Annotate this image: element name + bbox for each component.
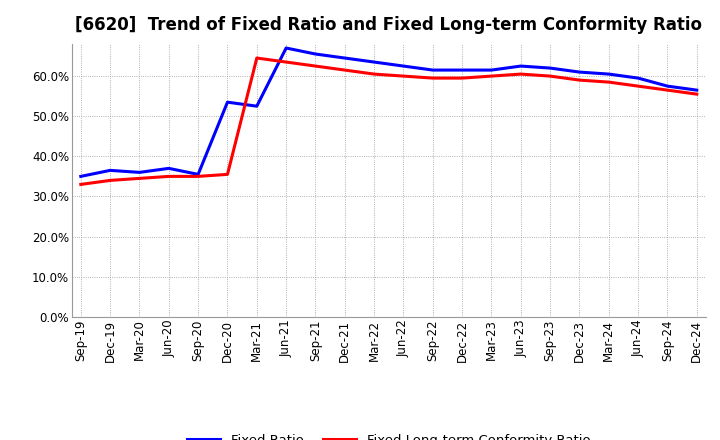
Fixed Ratio [370, 59, 379, 65]
Fixed Ratio [663, 84, 672, 89]
Fixed Ratio [282, 45, 290, 51]
Fixed Ratio [76, 174, 85, 179]
Fixed Ratio [458, 67, 467, 73]
Fixed Long-term Conformity Ratio [194, 174, 202, 179]
Fixed Long-term Conformity Ratio [663, 88, 672, 93]
Fixed Long-term Conformity Ratio [341, 67, 349, 73]
Fixed Ratio [605, 71, 613, 77]
Fixed Ratio [253, 103, 261, 109]
Fixed Ratio [546, 66, 554, 71]
Fixed Long-term Conformity Ratio [311, 63, 320, 69]
Fixed Long-term Conformity Ratio [282, 59, 290, 65]
Fixed Ratio [634, 76, 642, 81]
Fixed Long-term Conformity Ratio [693, 92, 701, 97]
Fixed Ratio [106, 168, 114, 173]
Fixed Ratio [341, 55, 349, 61]
Fixed Long-term Conformity Ratio [516, 71, 525, 77]
Fixed Ratio [194, 172, 202, 177]
Line: Fixed Long-term Conformity Ratio: Fixed Long-term Conformity Ratio [81, 58, 697, 184]
Fixed Long-term Conformity Ratio [605, 80, 613, 85]
Fixed Ratio [223, 99, 232, 105]
Fixed Long-term Conformity Ratio [428, 76, 437, 81]
Fixed Ratio [399, 63, 408, 69]
Fixed Long-term Conformity Ratio [106, 178, 114, 183]
Fixed Ratio [428, 67, 437, 73]
Line: Fixed Ratio: Fixed Ratio [81, 48, 697, 176]
Fixed Long-term Conformity Ratio [546, 73, 554, 79]
Fixed Long-term Conformity Ratio [164, 174, 173, 179]
Fixed Long-term Conformity Ratio [76, 182, 85, 187]
Fixed Ratio [487, 67, 496, 73]
Fixed Long-term Conformity Ratio [575, 77, 584, 83]
Fixed Long-term Conformity Ratio [253, 55, 261, 61]
Fixed Ratio [575, 70, 584, 75]
Fixed Ratio [693, 88, 701, 93]
Fixed Long-term Conformity Ratio [399, 73, 408, 79]
Legend: Fixed Ratio, Fixed Long-term Conformity Ratio: Fixed Ratio, Fixed Long-term Conformity … [182, 429, 595, 440]
Fixed Ratio [135, 170, 144, 175]
Fixed Long-term Conformity Ratio [135, 176, 144, 181]
Title: [6620]  Trend of Fixed Ratio and Fixed Long-term Conformity Ratio: [6620] Trend of Fixed Ratio and Fixed Lo… [76, 16, 702, 34]
Fixed Ratio [516, 63, 525, 69]
Fixed Ratio [164, 166, 173, 171]
Fixed Ratio [311, 51, 320, 57]
Fixed Long-term Conformity Ratio [370, 71, 379, 77]
Fixed Long-term Conformity Ratio [458, 76, 467, 81]
Fixed Long-term Conformity Ratio [487, 73, 496, 79]
Fixed Long-term Conformity Ratio [223, 172, 232, 177]
Fixed Long-term Conformity Ratio [634, 84, 642, 89]
